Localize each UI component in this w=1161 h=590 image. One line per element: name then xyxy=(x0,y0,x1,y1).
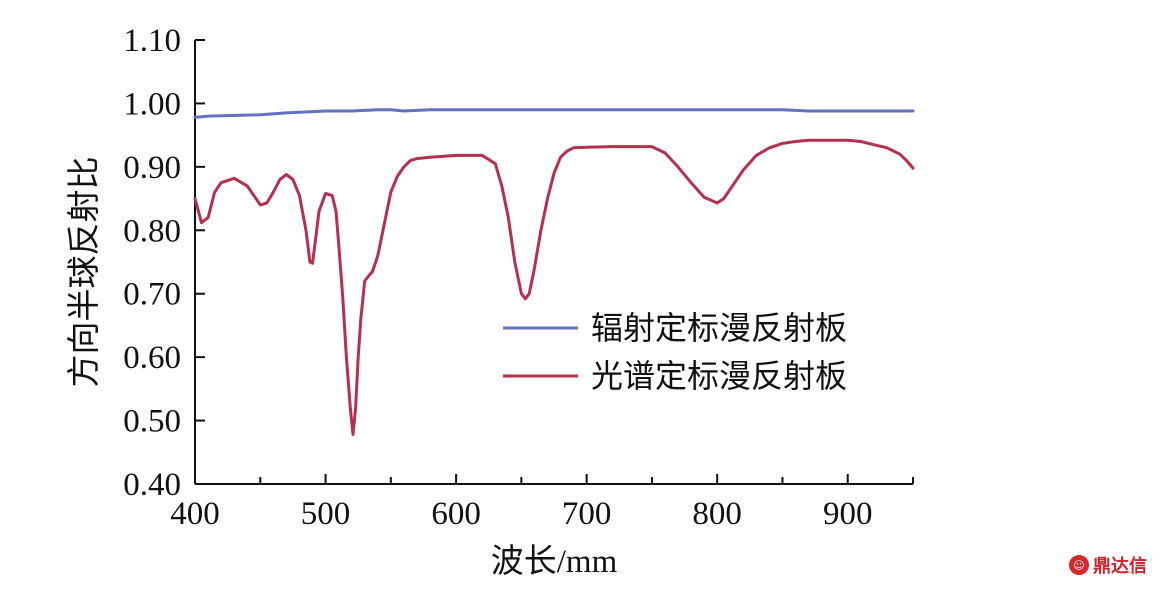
y-tick-label: 0.40 xyxy=(123,467,181,503)
y-tick-label: 0.60 xyxy=(123,340,181,376)
y-axis-title: 方向半球反射比 xyxy=(66,157,103,388)
x-tick-label: 400 xyxy=(170,496,220,532)
series-line-2 xyxy=(193,138,915,436)
watermark-text: 鼎达信 xyxy=(1093,556,1147,577)
legend-label-1: 辐射定标漫反射板 xyxy=(591,310,847,346)
x-tick-label: 600 xyxy=(431,496,481,532)
watermark: ☺ 鼎达信 xyxy=(1069,552,1147,578)
x-tick-label: 700 xyxy=(562,496,612,532)
logo-face-icon: ☺ xyxy=(1069,555,1089,575)
x-axis-title: 波长/mm xyxy=(491,543,618,580)
axes: 0.40 0.50 0.60 0.70 0.80 0.90 1.00 1.10 400 500 60… xyxy=(123,23,914,532)
x-tick-label: 800 xyxy=(692,496,742,532)
y-tick-label: 0.50 xyxy=(123,404,181,440)
y-tick-label: 1.10 xyxy=(123,23,181,59)
x-tick-label: 900 xyxy=(823,496,873,532)
y-tick-label: 0.70 xyxy=(123,277,181,313)
x-tick-label: 500 xyxy=(301,496,351,532)
series-line-1 xyxy=(193,108,915,119)
y-tick-label: 0.90 xyxy=(123,150,181,186)
y-tick-label: 0.80 xyxy=(123,213,181,249)
y-tick-label: 1.00 xyxy=(123,86,181,122)
series-layer xyxy=(193,108,915,436)
legend-label-2: 光谱定标漫反射板 xyxy=(591,358,847,394)
